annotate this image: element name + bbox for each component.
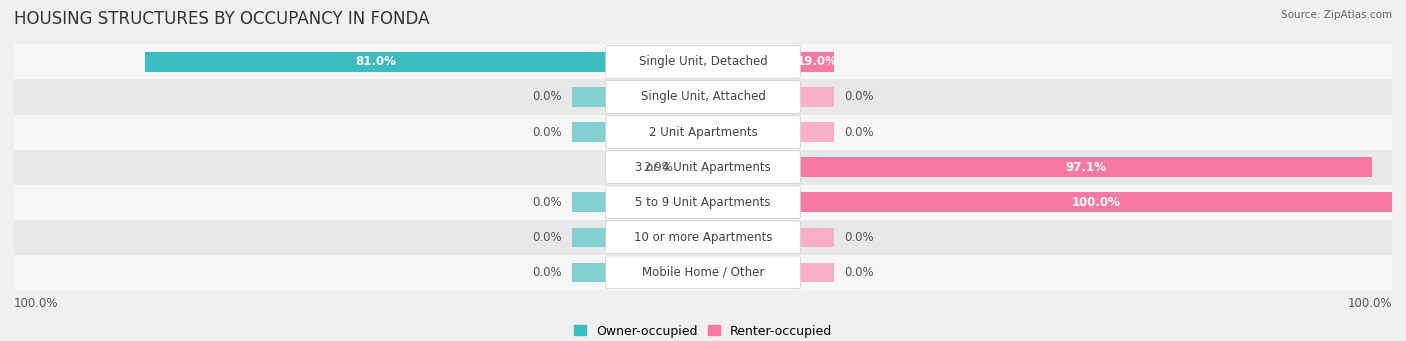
Bar [14, 255, 1392, 290]
Bar [800, 87, 834, 107]
Bar [800, 193, 1392, 212]
Text: 0.0%: 0.0% [531, 90, 562, 104]
Bar [800, 263, 834, 282]
Text: HOUSING STRUCTURES BY OCCUPANCY IN FONDA: HOUSING STRUCTURES BY OCCUPANCY IN FONDA [14, 10, 430, 28]
Bar [800, 158, 1372, 177]
Text: 10 or more Apartments: 10 or more Apartments [634, 231, 772, 244]
Bar [14, 44, 1392, 79]
Text: 5 to 9 Unit Apartments: 5 to 9 Unit Apartments [636, 196, 770, 209]
Text: Source: ZipAtlas.com: Source: ZipAtlas.com [1281, 10, 1392, 20]
Text: Mobile Home / Other: Mobile Home / Other [641, 266, 765, 279]
Text: 0.0%: 0.0% [531, 231, 562, 244]
Bar [14, 79, 1392, 115]
FancyBboxPatch shape [606, 81, 800, 113]
FancyBboxPatch shape [606, 186, 800, 219]
Text: 100.0%: 100.0% [1071, 196, 1121, 209]
Text: 0.0%: 0.0% [531, 125, 562, 138]
Bar [14, 184, 1392, 220]
Bar [14, 220, 1392, 255]
FancyBboxPatch shape [606, 221, 800, 253]
Text: Single Unit, Detached: Single Unit, Detached [638, 56, 768, 69]
FancyBboxPatch shape [606, 116, 800, 148]
Text: 19.0%: 19.0% [796, 56, 837, 69]
Bar [572, 227, 606, 247]
Text: 3 or 4 Unit Apartments: 3 or 4 Unit Apartments [636, 161, 770, 174]
Text: 100.0%: 100.0% [14, 297, 59, 310]
Bar [800, 227, 834, 247]
FancyBboxPatch shape [606, 256, 800, 288]
Text: 81.0%: 81.0% [356, 56, 396, 69]
FancyBboxPatch shape [606, 46, 800, 78]
Bar [800, 52, 834, 72]
Text: 0.0%: 0.0% [844, 125, 875, 138]
Bar [572, 263, 606, 282]
Bar [572, 87, 606, 107]
Text: 0.0%: 0.0% [844, 266, 875, 279]
Bar [14, 115, 1392, 150]
Text: 97.1%: 97.1% [1066, 161, 1107, 174]
Legend: Owner-occupied, Renter-occupied: Owner-occupied, Renter-occupied [568, 320, 838, 341]
Text: Single Unit, Attached: Single Unit, Attached [641, 90, 765, 104]
FancyBboxPatch shape [606, 151, 800, 183]
Text: 0.0%: 0.0% [844, 231, 875, 244]
Bar [800, 122, 834, 142]
Text: 100.0%: 100.0% [1347, 297, 1392, 310]
Text: 0.0%: 0.0% [531, 196, 562, 209]
Text: 0.0%: 0.0% [531, 266, 562, 279]
Bar [14, 150, 1392, 184]
Bar [145, 52, 606, 72]
Text: 2.9%: 2.9% [643, 161, 672, 174]
Text: 0.0%: 0.0% [844, 90, 875, 104]
Bar [572, 193, 606, 212]
Bar [572, 122, 606, 142]
Text: 2 Unit Apartments: 2 Unit Apartments [648, 125, 758, 138]
